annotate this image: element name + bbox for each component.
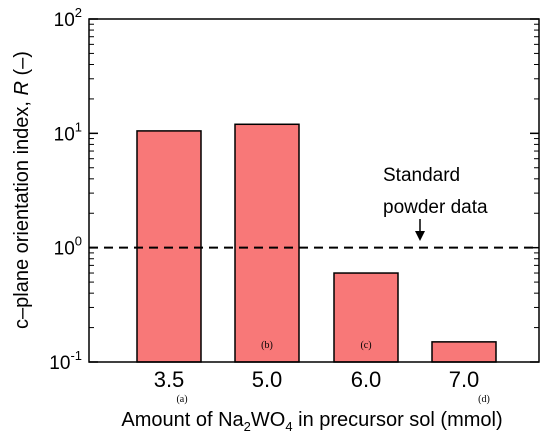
bar-5.0 bbox=[234, 123, 300, 363]
y-tick-label: 10-1 bbox=[49, 348, 82, 374]
bars-group bbox=[136, 123, 497, 363]
bar-3.5 bbox=[136, 130, 202, 363]
x-tick-label: 5.0 bbox=[252, 367, 283, 392]
x-tick-label: 7.0 bbox=[449, 367, 480, 392]
y-tick-label: 101 bbox=[54, 119, 82, 145]
y-axis-title: c–plane orientation index, R (–) bbox=[11, 51, 33, 329]
y-tick-label: 100 bbox=[54, 234, 82, 260]
plot-frame bbox=[88, 18, 540, 363]
y-tick-label: 102 bbox=[54, 5, 82, 31]
y-axis-ticks: 10-1 100 101 102 bbox=[49, 5, 539, 374]
x-axis-tick-labels: 3.5 5.0 6.0 7.0 bbox=[154, 367, 480, 392]
panel-labels: (a) (b) (c) (d) bbox=[176, 340, 489, 405]
panel-label: (a) bbox=[176, 394, 187, 405]
panel-label: (b) bbox=[261, 340, 273, 351]
x-axis-title: Amount of Na2WO4 in precursor sol (mmol) bbox=[121, 409, 502, 434]
bar-7.0 bbox=[431, 341, 497, 363]
panel-label: (c) bbox=[360, 340, 371, 351]
reference-label-line-2: powder data bbox=[383, 197, 488, 218]
x-tick-label: 3.5 bbox=[154, 367, 185, 392]
panel-label: (d) bbox=[478, 394, 490, 405]
reference-label-line-1: Standard bbox=[383, 165, 460, 186]
reference-label: Standard powder data bbox=[383, 165, 488, 218]
x-tick-label: 6.0 bbox=[351, 367, 382, 392]
bar-6.0 bbox=[333, 272, 399, 363]
